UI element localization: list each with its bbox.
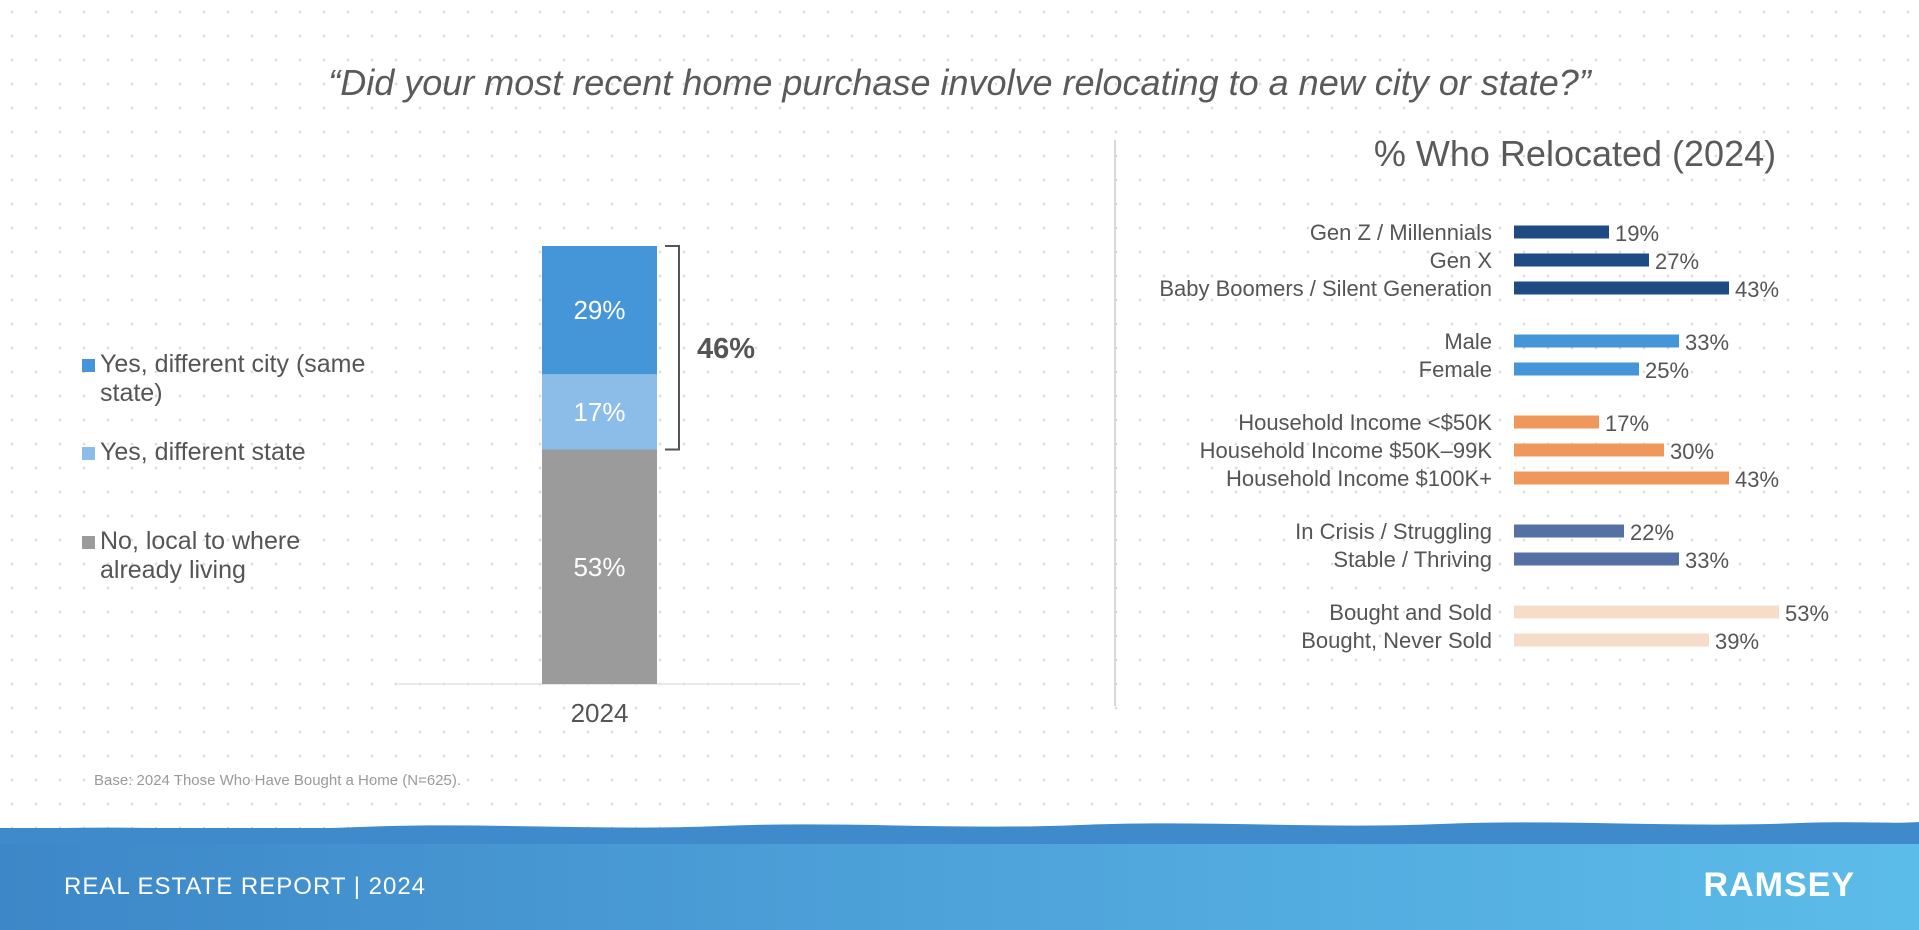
relocated-bar-chart: Gen Z / Millennials 19% Gen X 27% Baby Boome… (1159, 220, 1829, 654)
value-label-2-2: 43% (1735, 467, 1779, 492)
bar-0-2 (1514, 281, 1729, 295)
bar-3-0 (1514, 524, 1624, 538)
bar-1-1 (1514, 362, 1639, 376)
category-label-3-1: Stable / Thriving (1333, 547, 1492, 572)
stacked-bar-chart: 53% 17% 29% 2024 46% (398, 245, 800, 728)
bar-segment-2 (542, 246, 657, 375)
bar-data-label-2: 29% (573, 295, 625, 325)
bar-2-0 (1514, 415, 1599, 429)
value-label-0-2: 43% (1735, 277, 1779, 302)
category-label-0-2: Baby Boomers / Silent Generation (1159, 276, 1492, 301)
bar-0-1 (1514, 253, 1649, 267)
value-label-4-0: 53% (1785, 601, 1829, 626)
legend-label-same-state: Yes, different city (same state) (100, 350, 366, 407)
question-title: “Did your most recent home purchase invo… (328, 62, 1591, 103)
value-label-1-1: 25% (1645, 358, 1689, 383)
legend-label-diff-state: Yes, different state (100, 438, 306, 466)
value-label-0-1: 27% (1655, 249, 1699, 274)
legend-label-local: No, local to where already living (100, 527, 301, 584)
x-tick-label: 2024 (571, 698, 629, 728)
bracket-label: 46% (697, 333, 755, 365)
bar-segment-1 (542, 374, 657, 450)
category-label-4-0: Bought and Sold (1329, 600, 1492, 625)
bar-4-1 (1514, 633, 1709, 647)
legend-swatch-local (82, 536, 95, 549)
category-label-0-0: Gen Z / Millennials (1310, 220, 1492, 245)
footer-report-label: REAL ESTATE REPORT | 2024 (64, 873, 427, 900)
bar-data-label-1: 17% (573, 397, 625, 427)
value-label-4-1: 39% (1715, 629, 1759, 654)
ramsey-logo: RAMSEY (1703, 866, 1855, 904)
bar-2-2 (1514, 471, 1729, 485)
category-label-1-1: Female (1419, 357, 1492, 382)
category-label-1-0: Male (1444, 329, 1492, 354)
value-label-3-1: 33% (1685, 548, 1729, 573)
category-label-2-1: Household Income $50K–99K (1200, 438, 1493, 463)
footer-wave (0, 822, 1919, 844)
legend-swatch-diff-state (82, 447, 95, 460)
value-label-2-1: 30% (1670, 439, 1714, 464)
value-label-3-0: 22% (1630, 520, 1674, 545)
legend-swatch-same-state (82, 359, 95, 372)
bar-1-0 (1514, 334, 1679, 348)
value-label-2-0: 17% (1605, 411, 1649, 436)
bracket (665, 245, 680, 451)
base-note: Base: 2024 Those Who Have Bought a Home … (94, 772, 462, 789)
bar-4-0 (1514, 605, 1779, 619)
divider (1114, 140, 1116, 706)
value-label-0-0: 19% (1615, 221, 1659, 246)
category-label-2-0: Household Income <$50K (1238, 410, 1492, 435)
bar-segment-0 (542, 449, 657, 684)
bar-2-1 (1514, 443, 1664, 457)
relocated-chart-title: % Who Relocated (2024) (1373, 133, 1777, 174)
category-label-3-0: In Crisis / Struggling (1295, 519, 1492, 544)
bar-0-0 (1514, 225, 1609, 239)
bar-data-label-0: 53% (573, 552, 625, 582)
bar-3-1 (1514, 552, 1679, 566)
category-label-0-1: Gen X (1430, 248, 1493, 273)
value-label-1-0: 33% (1685, 330, 1729, 355)
category-label-4-1: Bought, Never Sold (1301, 628, 1492, 653)
footer: REAL ESTATE REPORT | 2024 RAMSEY (0, 822, 1919, 930)
category-label-2-2: Household Income $100K+ (1226, 466, 1492, 491)
